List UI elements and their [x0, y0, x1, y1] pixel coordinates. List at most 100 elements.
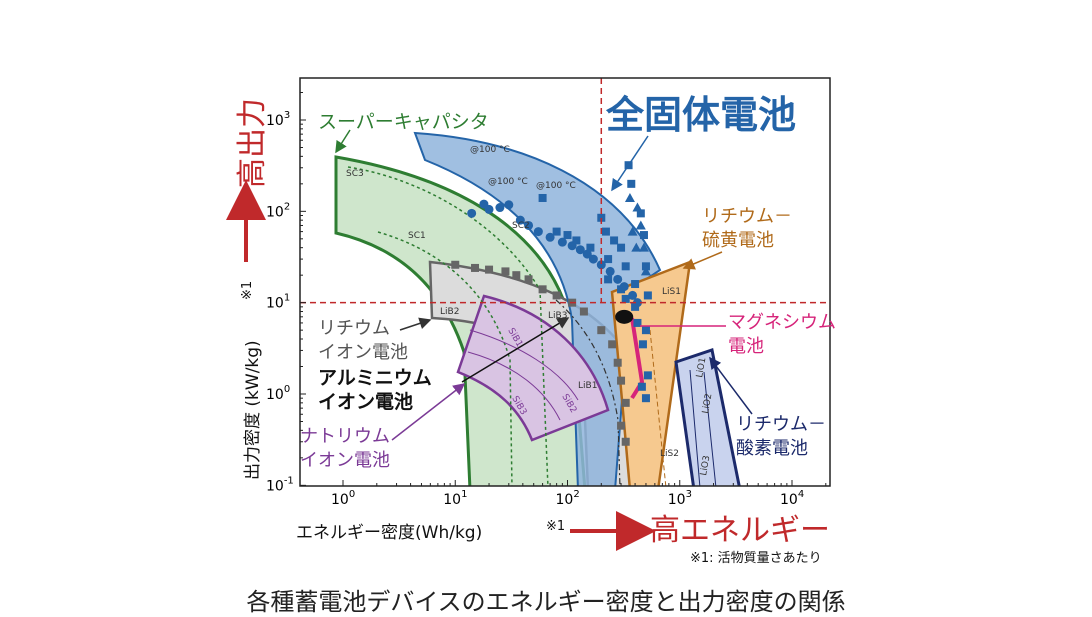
- data-point-triangle: [631, 242, 642, 252]
- data-point-square: [586, 243, 595, 252]
- data-point-circle: [495, 203, 505, 213]
- data-point-square: [604, 275, 613, 284]
- li-o2-region: [674, 348, 741, 486]
- label-supercap: スーパーキャパシタ: [318, 111, 489, 133]
- data-point-gray-square: [597, 326, 606, 335]
- data-point-gray-square: [621, 437, 630, 446]
- data-point-circle: [524, 220, 534, 230]
- footnote: ※1: 活物質量さあたり: [690, 551, 822, 566]
- data-point-square: [633, 318, 642, 327]
- label-li-o2-1: リチウム－: [736, 414, 826, 435]
- data-point-triangle: [627, 226, 638, 236]
- data-point-gray-square: [512, 271, 521, 280]
- x-arrow-label: 高エネルギー: [650, 513, 830, 548]
- label-lis1: LiS1: [662, 287, 681, 297]
- label-solid-100-3: @100 °C: [536, 181, 576, 191]
- data-point-gray-square: [552, 291, 561, 300]
- label-solid-100-1: @100 °C: [470, 145, 510, 155]
- data-point-square: [597, 213, 606, 222]
- data-point-circle: [628, 290, 638, 300]
- data-point-circle: [467, 208, 477, 218]
- data-point-square: [636, 209, 645, 218]
- na-ion-region: [456, 294, 610, 442]
- mg-line: [630, 317, 645, 400]
- x-tick-label: 101: [443, 489, 467, 508]
- data-point-circle: [582, 249, 592, 259]
- data-point-square: [627, 179, 636, 188]
- label-al-ion-2: イオン電池: [318, 390, 413, 413]
- data-point-circle: [575, 245, 585, 255]
- data-point-circle: [484, 204, 494, 214]
- x-tick-label: 102: [556, 489, 580, 508]
- data-point-square: [641, 262, 650, 271]
- data-point-square: [631, 302, 640, 311]
- data-point-square: [637, 382, 646, 391]
- data-point-square: [643, 291, 652, 300]
- data-point-square: [601, 227, 610, 236]
- plot-frame: [299, 77, 831, 487]
- data-point-triangle: [632, 202, 643, 212]
- data-point-circle: [545, 232, 555, 242]
- label-solid-100-2: @100 °C: [488, 177, 528, 187]
- data-point-square: [572, 236, 581, 245]
- label-lib1: LiB1: [578, 381, 597, 391]
- label-li-s-2: 硫黄電池: [702, 230, 774, 251]
- data-point-square: [639, 231, 648, 240]
- data-point-gray-square: [451, 260, 460, 269]
- label-sc2: SC2: [512, 221, 530, 231]
- data-point-square: [621, 294, 630, 303]
- al-ion-point: [615, 309, 634, 324]
- label-al-ion-1: アルミニウム: [318, 367, 432, 389]
- data-point-circle: [588, 254, 598, 264]
- data-point-square: [604, 255, 613, 264]
- label-mg-1: マグネシウム: [728, 312, 836, 333]
- y-axis-mark: ※1: [240, 281, 255, 300]
- data-point-gray-square: [608, 340, 617, 349]
- data-point-gray-square: [579, 307, 588, 316]
- data-point-square: [641, 326, 650, 335]
- data-point-triangle: [638, 242, 649, 252]
- label-li-s-1: リチウム－: [702, 206, 792, 227]
- figure-caption: 各種蓄電池デバイスのエネルギー密度と出力密度の関係: [246, 588, 846, 616]
- label-lib3: LiB3: [548, 311, 567, 321]
- label-lis2: LiS2: [660, 449, 679, 459]
- data-point-square: [552, 227, 561, 236]
- y-tick-label: 100: [266, 384, 290, 403]
- data-point-square: [617, 285, 626, 294]
- data-point-gray-square: [501, 267, 510, 276]
- data-point-circle: [613, 274, 623, 284]
- x-axis-label: エネルギー密度(Wh/kg): [296, 523, 482, 543]
- x-tick-label: 104: [780, 489, 804, 508]
- data-point-square: [610, 236, 619, 245]
- data-point-circle: [533, 227, 543, 237]
- data-points: [451, 161, 652, 446]
- data-point-circle: [596, 260, 606, 270]
- data-point-gray-square: [471, 263, 480, 272]
- label-lio1: LiO1: [695, 357, 708, 379]
- data-point-square: [563, 231, 572, 240]
- data-point-square: [643, 371, 652, 380]
- label-sc1: SC1: [408, 231, 426, 241]
- data-point-circle: [557, 237, 567, 247]
- label-sc3: SC3: [346, 169, 364, 179]
- y-axis-label: 出力密度 (kW/kg): [243, 340, 263, 480]
- data-point-square: [631, 280, 640, 289]
- data-point-circle: [515, 215, 525, 225]
- data-point-triangle: [640, 266, 651, 276]
- label-li-ion-2: イオン電池: [318, 342, 408, 363]
- label-li-ion-1: リチウム: [318, 318, 390, 339]
- data-point-triangle: [635, 220, 646, 230]
- label-solid-state: 全固体電池: [605, 93, 796, 137]
- label-lio2: LiO2: [701, 393, 714, 415]
- data-point-circle: [504, 200, 514, 210]
- data-point-square: [641, 394, 650, 403]
- y-tick-label: 101: [266, 293, 290, 312]
- label-lib2: LiB2: [440, 307, 459, 317]
- data-point-square: [538, 193, 547, 202]
- y-arrow-label: 高出力: [235, 98, 270, 188]
- label-na-ion-2: イオン電池: [300, 450, 390, 471]
- data-point-gray-square: [617, 421, 626, 430]
- y-tick-label: 102: [266, 201, 290, 220]
- data-point-gray-square: [485, 265, 494, 274]
